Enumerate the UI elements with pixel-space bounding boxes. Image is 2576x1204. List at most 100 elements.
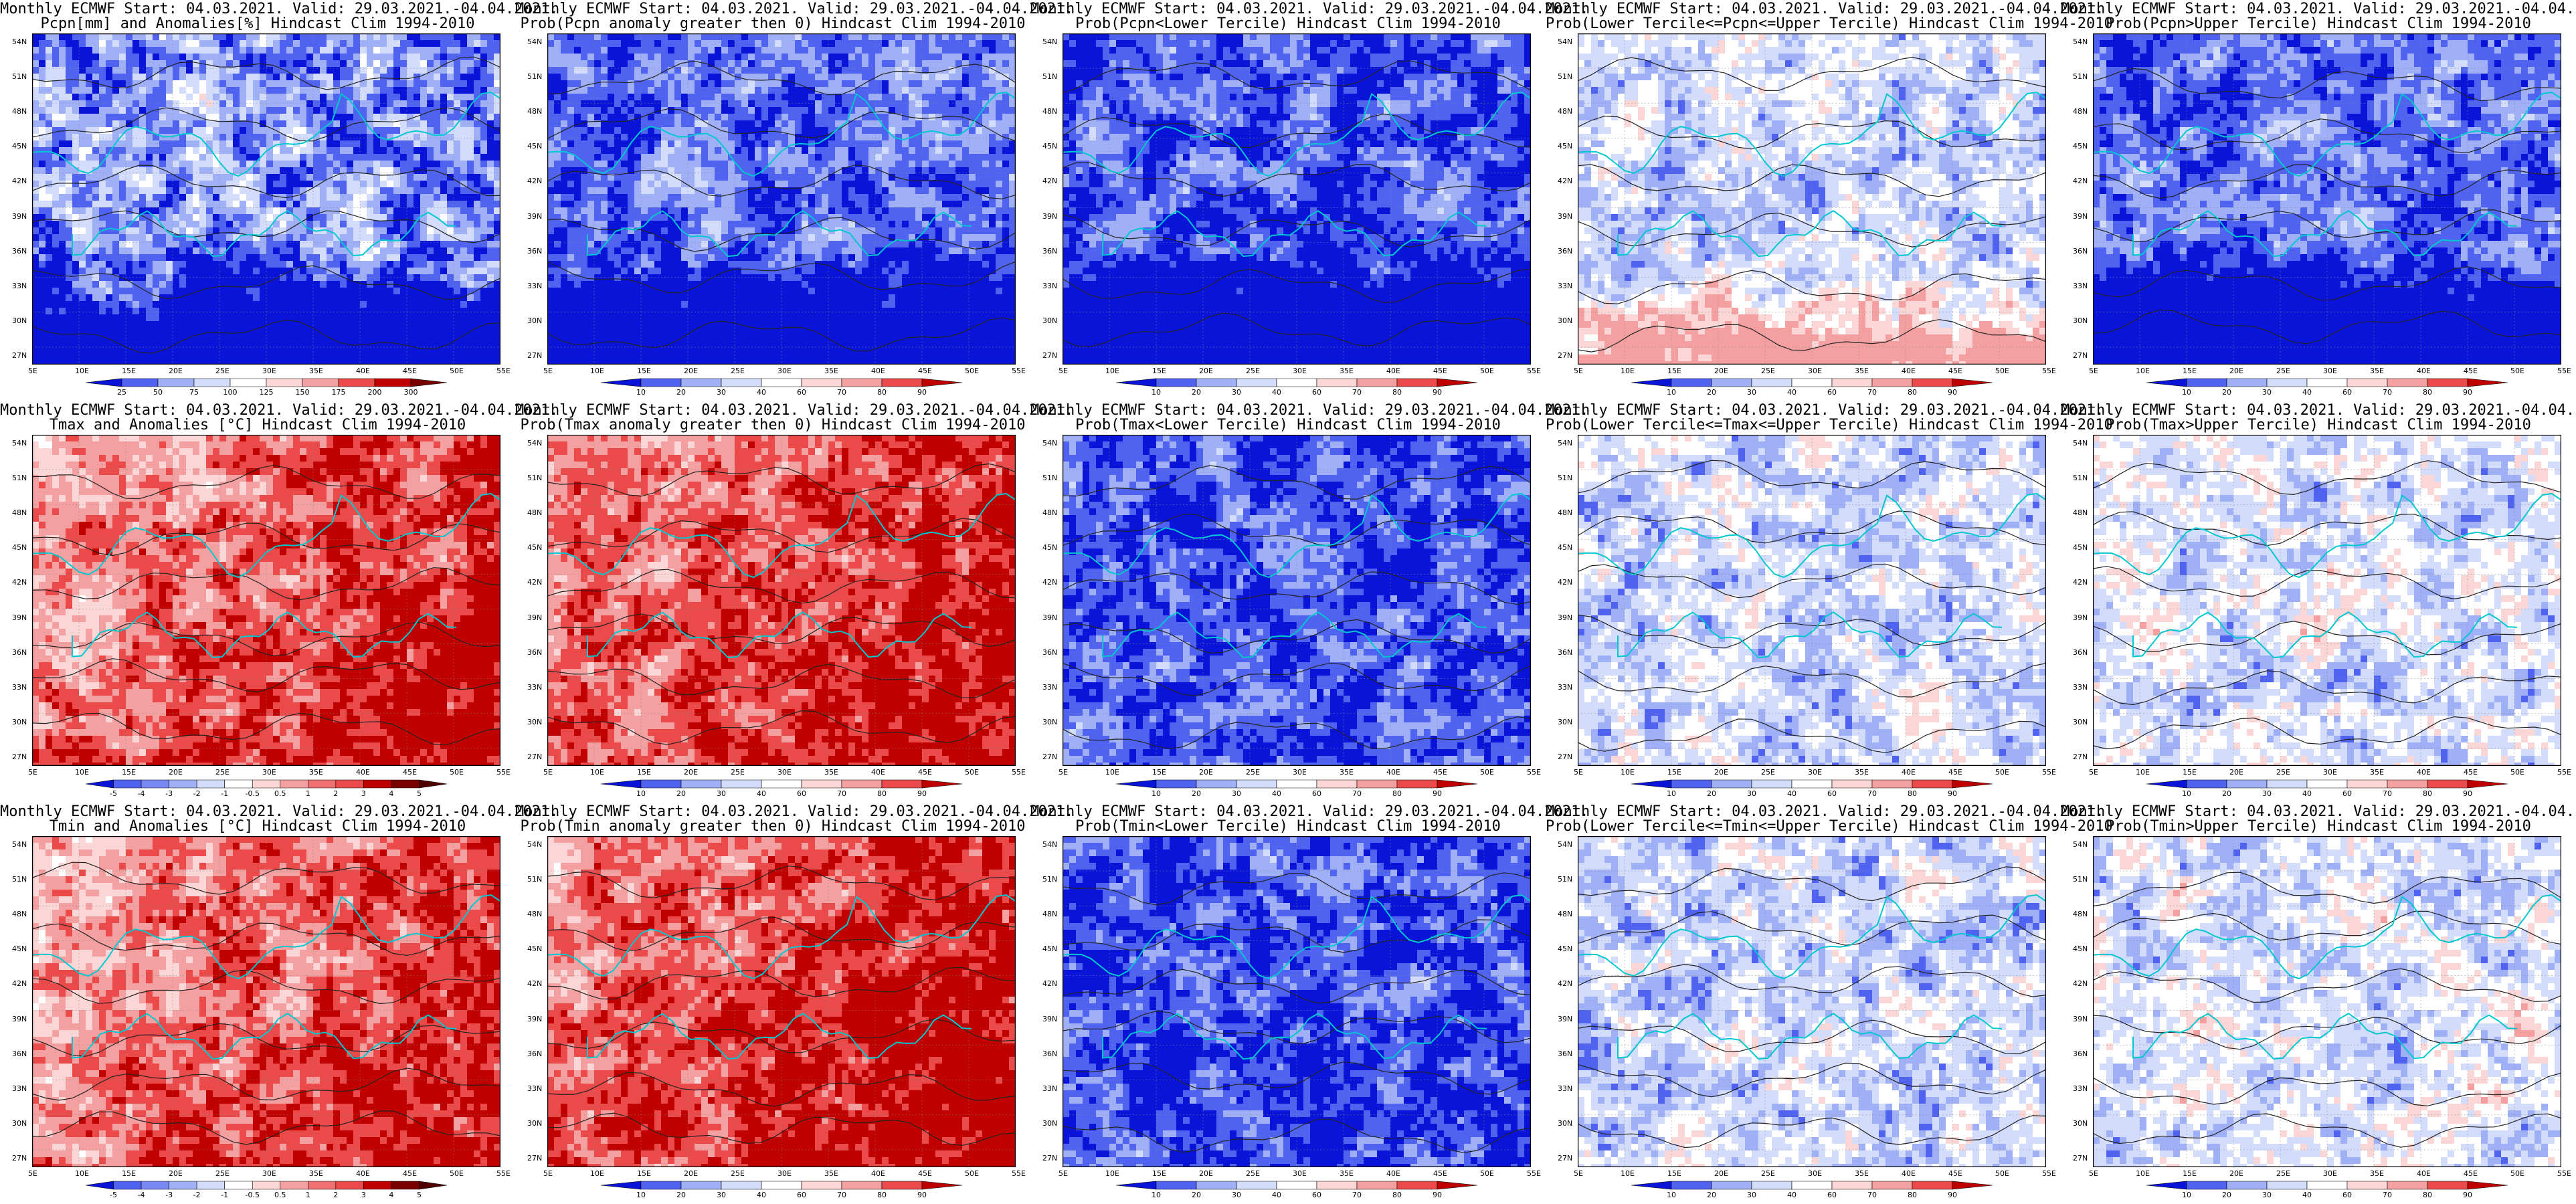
latitude-label: 54N: [2073, 840, 2088, 849]
colorbar-swatch: [761, 779, 802, 789]
colorbar-swatch: [2146, 1181, 2187, 1190]
map-area: [547, 435, 1016, 766]
longitude-label: 30E: [262, 768, 276, 777]
latitude-label: 27N: [1558, 752, 1572, 761]
colorbar-swatch: [2226, 378, 2268, 387]
colorbar-swatch: [2306, 779, 2348, 789]
panel-title-line1: Monthly ECMWF Start: 04.03.2021. Valid: …: [515, 403, 1073, 419]
longitude-label: 25E: [215, 367, 229, 375]
contour-line: [2093, 670, 2561, 706]
longitude-label: 25E: [1246, 367, 1260, 375]
longitude-label: 30E: [2323, 367, 2337, 375]
colorbar-label: 80: [2423, 388, 2432, 397]
contour-line: [2093, 209, 2561, 242]
contour-line: [1063, 268, 1531, 304]
colorbar-label: -5: [110, 1191, 117, 1199]
coastline: [2093, 91, 2561, 177]
contour-line: [1578, 270, 2046, 304]
latitude-label: 48N: [1042, 107, 1057, 116]
panel-title-line2: Pcpn[mm] and Anomalies[%] Hindcast Clim …: [0, 16, 515, 32]
longitude-label: 25E: [2276, 1169, 2290, 1178]
colorbar-label: 70: [1352, 388, 1362, 397]
colorbar-swatch: [2387, 378, 2428, 387]
colorbar-label: 70: [1867, 789, 1877, 798]
latitude-label: 54N: [12, 37, 27, 46]
latitude-label: 48N: [1558, 910, 1572, 918]
forecast-panel: Monthly ECMWF Start: 04.03.2021. Valid: …: [0, 401, 558, 803]
latitude-label: 45N: [2073, 543, 2088, 552]
colorbar-swatch: [1631, 378, 1672, 387]
colorbar-swatch: [2306, 378, 2348, 387]
longitude-label: 15E: [122, 1169, 136, 1178]
colorbar-swatch: [308, 1181, 337, 1190]
colorbar-swatch: [2186, 779, 2227, 789]
longitude-label: 50E: [1480, 1169, 1494, 1178]
forecast-panel: Monthly ECMWF Start: 04.03.2021. Valid: …: [2061, 0, 2576, 401]
colorbar-swatch: [640, 1181, 682, 1190]
latitude-label: 39N: [1558, 613, 1572, 622]
colorbar-swatch: [419, 779, 448, 789]
contour-line: [1578, 460, 2046, 494]
latitude-label: 30N: [527, 316, 542, 325]
latitude-label: 51N: [12, 875, 27, 884]
longitude-label: 35E: [1855, 1169, 1869, 1178]
longitude-label: 50E: [965, 1169, 979, 1178]
contour-line: [32, 1110, 500, 1145]
colorbar-label: 70: [2383, 388, 2392, 397]
colorbar-label: 90: [2463, 1191, 2472, 1199]
colorbar-label: 60: [1312, 388, 1321, 397]
colorbar-label: 80: [2423, 789, 2432, 798]
longitude-label: 40E: [2417, 1169, 2431, 1178]
longitude-label: 15E: [637, 1169, 651, 1178]
colorbar-label: 10: [636, 388, 646, 397]
latitude-label: 39N: [12, 613, 27, 622]
longitude-label: 40E: [356, 367, 370, 375]
colorbar-swatch: [308, 779, 337, 789]
latitude-label: 48N: [1558, 508, 1572, 517]
panel-title-line1: Monthly ECMWF Start: 04.03.2021. Valid: …: [515, 1, 1073, 17]
coastline: [72, 210, 457, 258]
colorbar-swatch: [335, 1181, 364, 1190]
contour-line: [1063, 60, 1531, 94]
longitude-label: 35E: [1855, 768, 1869, 777]
colorbar-swatch: [169, 779, 197, 789]
colorbar-label: 200: [368, 388, 382, 397]
colorbar-swatch: [1196, 779, 1237, 789]
longitude-label: 35E: [1340, 768, 1354, 777]
latitude-label: 42N: [1042, 578, 1057, 587]
panel-title-line1: Monthly ECMWF Start: 04.03.2021. Valid: …: [1546, 804, 2104, 820]
colorbar-swatch: [1952, 1181, 1993, 1190]
longitude-label: 10E: [590, 768, 604, 777]
colorbar-swatch: [280, 779, 308, 789]
colorbar: [85, 378, 448, 387]
colorbar-swatch: [1236, 779, 1277, 789]
contour-line: [547, 317, 1016, 352]
map-area: [32, 435, 500, 766]
contour-line: [547, 710, 1016, 745]
contour-line: [547, 1112, 1016, 1146]
coastline: [1578, 492, 2046, 579]
colorbar-label: 3: [361, 789, 366, 798]
longitude-label: 10E: [2136, 1169, 2150, 1178]
colorbar-swatch: [2306, 1181, 2348, 1190]
longitude-label: 45E: [1433, 1169, 1447, 1178]
longitude-label: 55E: [496, 768, 511, 777]
longitude-label: 40E: [1386, 367, 1400, 375]
colorbar-swatch: [252, 1181, 281, 1190]
latitude-label: 48N: [12, 508, 27, 517]
colorbar: [2146, 779, 2508, 789]
contour-line: [2093, 872, 2561, 907]
colorbar-label: 90: [1433, 1191, 1442, 1199]
contour-line: [547, 967, 1016, 1000]
colorbar-label: 90: [2463, 789, 2472, 798]
longitude-label: 30E: [2323, 768, 2337, 777]
latitude-label: 51N: [1558, 72, 1572, 81]
colorbar-label: 125: [260, 388, 274, 397]
longitude-label: 40E: [1902, 768, 1916, 777]
latitude-label: 54N: [1558, 439, 1572, 447]
colorbar-label: 30: [1232, 789, 1241, 798]
colorbar-label: 25: [117, 388, 126, 397]
longitude-label: 20E: [684, 367, 698, 375]
longitude-label: 55E: [2042, 768, 2056, 777]
latitude-label: 54N: [2073, 439, 2088, 447]
